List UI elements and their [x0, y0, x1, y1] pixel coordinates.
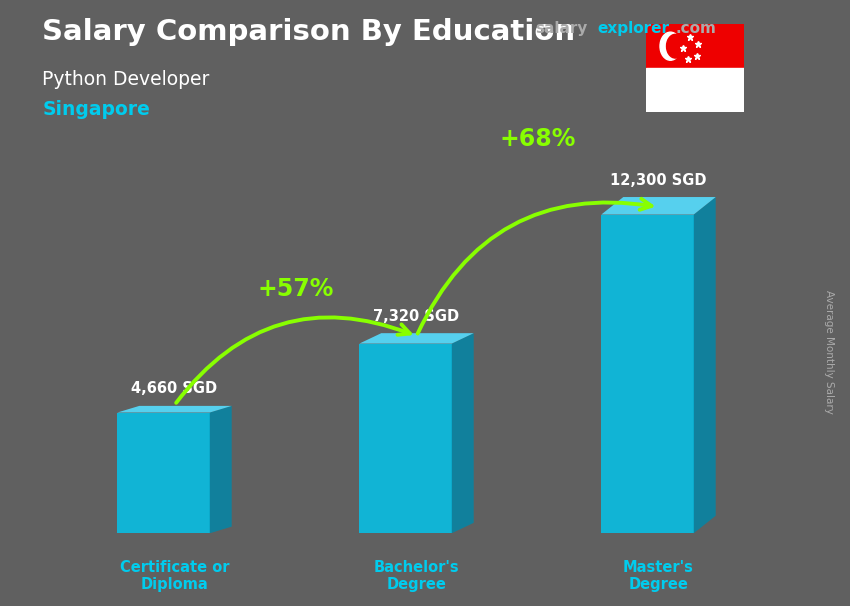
Text: 4,660 SGD: 4,660 SGD: [132, 382, 218, 396]
Text: explorer: explorer: [598, 21, 670, 36]
Text: Certificate or
Diploma: Certificate or Diploma: [120, 559, 230, 592]
Text: Master's
Degree: Master's Degree: [623, 559, 694, 592]
Polygon shape: [451, 333, 473, 533]
Wedge shape: [666, 35, 684, 58]
Text: Python Developer: Python Developer: [42, 70, 210, 88]
Text: Average Monthly Salary: Average Monthly Salary: [824, 290, 834, 413]
Bar: [646, 24, 744, 68]
Polygon shape: [694, 197, 716, 533]
Polygon shape: [360, 344, 451, 533]
Polygon shape: [601, 197, 716, 215]
Text: Singapore: Singapore: [42, 100, 150, 119]
Wedge shape: [660, 32, 681, 60]
Text: +68%: +68%: [499, 127, 575, 152]
Text: .com: .com: [676, 21, 717, 36]
Polygon shape: [117, 406, 232, 413]
Bar: [646, 68, 744, 112]
Text: Bachelor's
Degree: Bachelor's Degree: [374, 559, 459, 592]
Polygon shape: [117, 413, 210, 533]
Polygon shape: [210, 406, 232, 533]
Polygon shape: [360, 333, 473, 344]
Text: 12,300 SGD: 12,300 SGD: [610, 173, 706, 188]
Text: Salary Comparison By Education: Salary Comparison By Education: [42, 18, 575, 46]
Text: +57%: +57%: [258, 278, 334, 301]
Polygon shape: [601, 215, 694, 533]
Text: 7,320 SGD: 7,320 SGD: [373, 309, 460, 324]
Text: salary: salary: [536, 21, 588, 36]
